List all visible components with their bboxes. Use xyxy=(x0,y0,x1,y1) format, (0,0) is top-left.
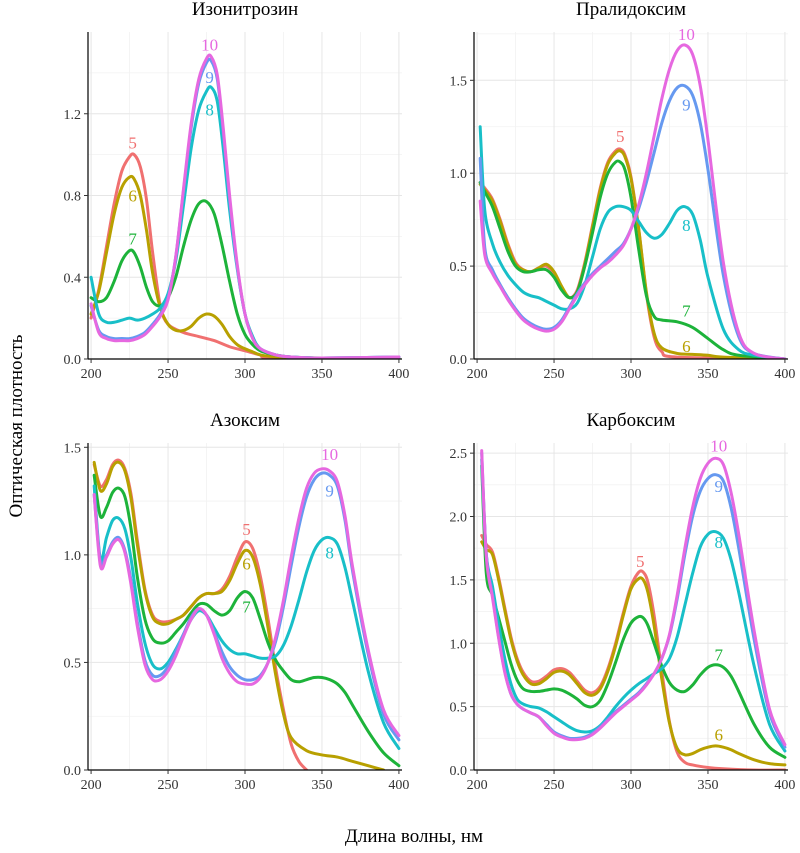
x-tick-label: 250 xyxy=(158,367,179,382)
series-line-10 xyxy=(480,449,787,747)
x-tick-label: 400 xyxy=(388,367,409,382)
curve-label-9: 9 xyxy=(714,477,723,496)
series-line-7 xyxy=(89,199,401,359)
series-group xyxy=(89,53,401,359)
curve-label-8: 8 xyxy=(205,101,214,120)
y-tick-label: 1.0 xyxy=(450,167,468,182)
series-line-7 xyxy=(92,473,401,768)
y-tick-label: 2.0 xyxy=(450,511,468,526)
curve-label-5: 5 xyxy=(636,552,645,571)
x-tick-label: 350 xyxy=(697,367,718,382)
x-tick-label: 200 xyxy=(81,367,102,382)
x-tick-label: 300 xyxy=(235,367,256,382)
y-tick-label: 0.0 xyxy=(64,764,82,779)
curve-label-5: 5 xyxy=(128,133,137,152)
x-tick-label: 300 xyxy=(621,778,642,793)
series-line-7 xyxy=(478,159,787,359)
x-tick-label: 400 xyxy=(388,778,409,793)
series-line-6 xyxy=(89,174,401,359)
curve-label-7: 7 xyxy=(682,302,691,321)
panel-title: Азоксим xyxy=(210,410,280,431)
x-tick-label: 200 xyxy=(467,367,488,382)
y-tick-label: 1.2 xyxy=(64,108,82,123)
series-line-5 xyxy=(480,534,787,770)
curve-label-7: 7 xyxy=(128,229,137,248)
series-line-7 xyxy=(480,464,787,759)
x-tick-label: 250 xyxy=(544,778,565,793)
series-line-6 xyxy=(478,149,787,359)
series-group xyxy=(480,449,787,770)
series-group xyxy=(478,43,787,359)
series-line-8 xyxy=(478,125,787,359)
x-axis-title: Длина волны, нм xyxy=(345,826,483,847)
series-line-10 xyxy=(89,53,401,359)
y-axis-title: Оптическая плотность xyxy=(6,334,27,517)
y-tick-label: 1.5 xyxy=(64,441,82,456)
curve-label-6: 6 xyxy=(128,187,137,206)
y-tick-label: 0.5 xyxy=(64,656,82,671)
panel-title: Карбоксим xyxy=(587,410,676,431)
series-line-6 xyxy=(480,540,787,767)
curve-label-10: 10 xyxy=(710,437,727,456)
x-tick-label: 200 xyxy=(467,778,488,793)
series-line-10 xyxy=(478,43,787,359)
curve-label-9: 9 xyxy=(682,95,691,114)
panel-2: Пралидоксим 5 6 7 8 9 10 200 250 300 350 400 0.0 0.5 1… xyxy=(450,0,796,382)
y-tick-label: 2.5 xyxy=(450,447,468,462)
series-line-8 xyxy=(480,457,787,753)
curve-label-5: 5 xyxy=(242,520,251,539)
x-tick-label: 350 xyxy=(697,778,718,793)
curve-label-8: 8 xyxy=(682,216,691,235)
x-tick-label: 300 xyxy=(621,367,642,382)
y-tick-label: 1.5 xyxy=(450,74,468,89)
series-line-6 xyxy=(92,460,386,770)
y-tick-label: 0.4 xyxy=(64,271,82,286)
y-tick-label: 1.0 xyxy=(450,637,468,652)
curve-label-9: 9 xyxy=(205,68,214,87)
panel-3: Азоксим 5 6 7 8 9 10 200 250 300 350 400 0.0 0.5 1.0 1.… xyxy=(64,410,410,793)
x-tick-label: 200 xyxy=(81,778,102,793)
x-tick-label: 250 xyxy=(158,778,179,793)
panel-title: Изонитрозин xyxy=(192,0,298,20)
curve-label-5: 5 xyxy=(616,127,625,146)
panel-1: Изонитрозин 5 6 7 8 9 10 200 250 300 350 400 0.0 0.4 0… xyxy=(64,0,410,382)
curve-label-8: 8 xyxy=(325,544,334,563)
curve-label-6: 6 xyxy=(714,726,723,745)
x-tick-label: 300 xyxy=(235,778,256,793)
curve-label-6: 6 xyxy=(682,337,691,356)
curve-label-10: 10 xyxy=(678,25,695,44)
x-tick-label: 400 xyxy=(774,367,795,382)
x-tick-label: 350 xyxy=(311,778,332,793)
y-tick-label: 0.8 xyxy=(64,190,82,205)
y-tick-label: 0.5 xyxy=(450,701,468,716)
panel-title: Пралидоксим xyxy=(576,0,686,20)
x-tick-label: 350 xyxy=(311,367,332,382)
curve-label-10: 10 xyxy=(321,445,338,464)
panel-4: Карбоксим 5 6 7 8 9 10 200 250 300 350 400 0.0 0.5 1.0… xyxy=(450,410,796,793)
curve-label-8: 8 xyxy=(714,533,723,552)
curve-label-10: 10 xyxy=(201,35,218,54)
series-line-10 xyxy=(92,467,401,738)
x-tick-label: 400 xyxy=(774,778,795,793)
y-tick-label: 0.0 xyxy=(64,353,82,368)
y-tick-label: 0.0 xyxy=(450,353,468,368)
y-tick-label: 0.5 xyxy=(450,260,468,275)
series-group xyxy=(92,458,401,770)
curve-label-9: 9 xyxy=(325,481,334,500)
y-tick-label: 1.5 xyxy=(450,574,468,589)
series-line-8 xyxy=(92,484,401,750)
y-tick-label: 1.0 xyxy=(64,549,82,564)
curve-label-6: 6 xyxy=(242,554,251,573)
x-tick-label: 250 xyxy=(544,367,565,382)
panels: Изонитрозин 5 6 7 8 9 10 200 250 300 350 400 0.0 0.4 0… xyxy=(64,0,796,793)
y-tick-label: 0.0 xyxy=(450,764,468,779)
curve-label-7: 7 xyxy=(714,646,723,665)
curve-label-7: 7 xyxy=(242,598,251,617)
